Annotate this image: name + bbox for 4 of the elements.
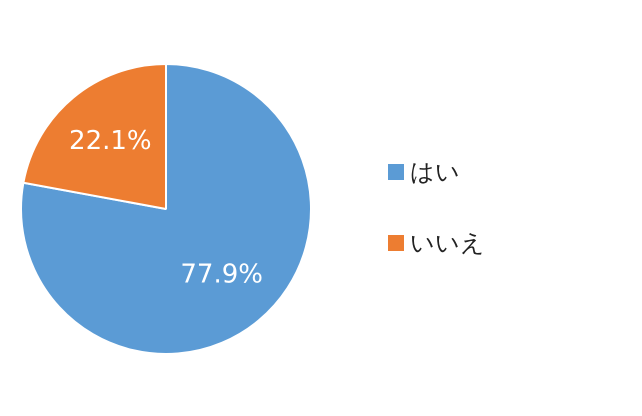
data-label: 22.1% <box>69 126 152 156</box>
data-label: 77.9% <box>180 260 263 290</box>
legend-label: はい <box>410 157 460 188</box>
legend-label: いいえ <box>410 228 485 259</box>
